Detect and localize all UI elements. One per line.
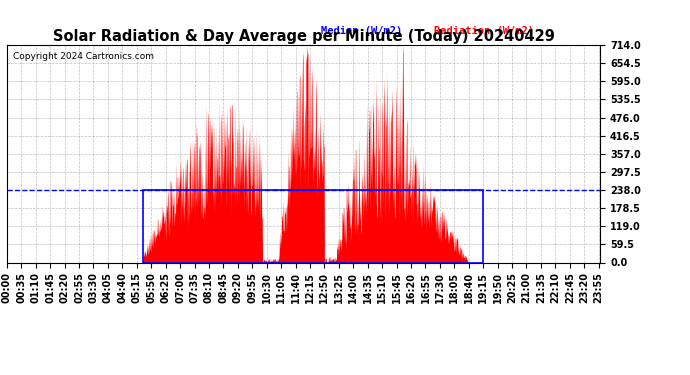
Text: Median (W/m2): Median (W/m2) — [322, 26, 403, 36]
Text: Copyright 2024 Cartronics.com: Copyright 2024 Cartronics.com — [13, 51, 154, 60]
Bar — [143, 190, 483, 262]
Text: Radiation (W/m2): Radiation (W/m2) — [434, 26, 534, 36]
Title: Solar Radiation & Day Average per Minute (Today) 20240429: Solar Radiation & Day Average per Minute… — [52, 29, 555, 44]
